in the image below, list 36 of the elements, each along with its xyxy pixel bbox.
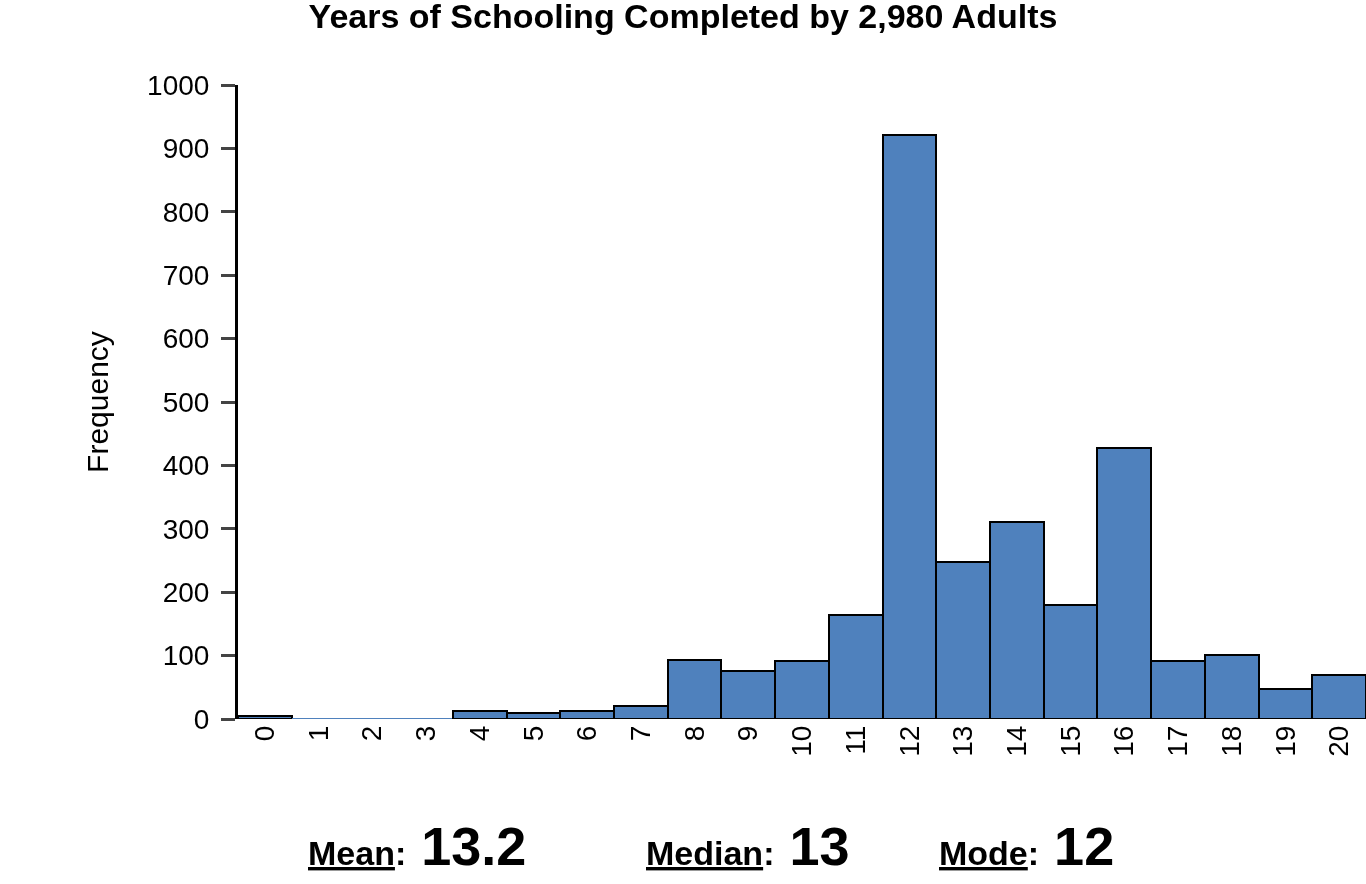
x-tick-label: 8	[678, 725, 710, 742]
y-tick-label: 200	[162, 577, 210, 608]
text: Mean: 13.2	[308, 816, 527, 876]
y-tick-label: 1000	[147, 69, 210, 101]
x-tick-label: 10	[786, 725, 818, 757]
chart-title: Years of Schooling Completed by 2,980 Adults	[308, 0, 1058, 36]
x-tick-label: 20	[1323, 725, 1355, 757]
x-tick-label: 4	[463, 725, 495, 742]
x-tick-label: 14	[1000, 725, 1032, 757]
y-tick-label: 300	[162, 513, 210, 545]
x-tick-label: 5	[517, 725, 549, 742]
x-tick-label: 9	[732, 725, 764, 742]
x-tick-label: 6	[571, 725, 603, 742]
y-tick-label: 900	[162, 133, 210, 165]
text: Median: 13	[646, 816, 850, 876]
x-tick-label: 19	[1269, 725, 1301, 757]
y-tick-label: 600	[162, 323, 210, 355]
x-tick-label: 1	[302, 725, 334, 742]
x-tick-label: 7	[624, 725, 656, 742]
y-tick-label: 100	[162, 640, 210, 672]
y-axis-title: Frequency	[81, 331, 115, 473]
x-tick-label: 0	[248, 725, 280, 742]
x-tick-label: 13	[947, 725, 979, 757]
y-tick-label: 700	[162, 260, 210, 291]
y-tick-label: 800	[162, 196, 210, 228]
x-tick-label: 17	[1162, 725, 1194, 757]
text: Mode: 12	[939, 816, 1115, 876]
y-tick-label: 500	[162, 386, 210, 418]
x-tick-label: 12	[893, 725, 925, 757]
x-tick-label: 2	[356, 725, 388, 742]
x-tick-label: 15	[1054, 725, 1086, 757]
x-tick-label: 3	[410, 725, 442, 742]
x-tick-label: 11	[839, 725, 871, 755]
x-tick-label: 18	[1215, 725, 1247, 757]
x-tick-label: 16	[1108, 725, 1140, 757]
y-tick-label: 400	[162, 450, 210, 482]
